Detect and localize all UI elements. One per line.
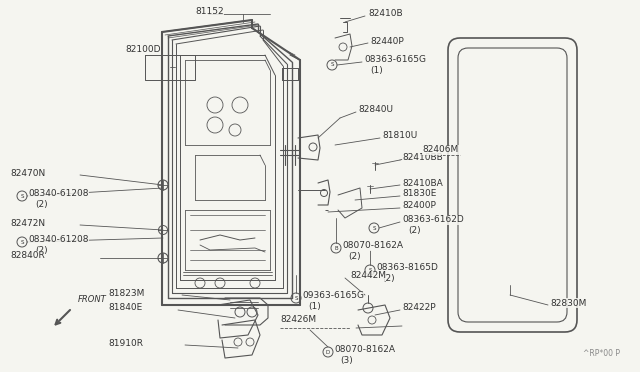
Text: 08340-61208: 08340-61208 <box>28 189 88 199</box>
Text: 08070-8162A: 08070-8162A <box>342 241 403 250</box>
Text: 81823M: 81823M <box>108 289 145 298</box>
Text: 82410BB: 82410BB <box>402 154 443 163</box>
Text: 81810U: 81810U <box>382 131 417 141</box>
Text: 82830M: 82830M <box>550 298 586 308</box>
Text: 08363-6162D: 08363-6162D <box>402 215 464 224</box>
Text: 82426M: 82426M <box>280 315 316 324</box>
Text: 82400P: 82400P <box>402 202 436 211</box>
Text: 81830E: 81830E <box>402 189 436 199</box>
Text: 08070-8162A: 08070-8162A <box>334 346 395 355</box>
Text: (3): (3) <box>340 356 353 365</box>
Text: B: B <box>334 246 338 250</box>
Text: 82406M: 82406M <box>422 145 458 154</box>
Text: 82442M: 82442M <box>350 272 386 280</box>
Text: (2): (2) <box>348 251 360 260</box>
Text: 08363-6165G: 08363-6165G <box>364 55 426 64</box>
Text: 08340-61208: 08340-61208 <box>28 235 88 244</box>
Text: D: D <box>326 350 330 355</box>
Text: 81910R: 81910R <box>108 339 143 347</box>
Text: 82840U: 82840U <box>358 106 393 115</box>
Text: 82410BA: 82410BA <box>402 179 443 187</box>
Text: (2): (2) <box>382 273 395 282</box>
Text: 82410B: 82410B <box>368 10 403 19</box>
Text: (2): (2) <box>408 225 420 234</box>
Text: 82470N: 82470N <box>10 169 45 177</box>
Text: S: S <box>20 193 24 199</box>
Text: 82472N: 82472N <box>10 218 45 228</box>
Text: S: S <box>330 62 333 67</box>
Text: (2): (2) <box>35 246 47 254</box>
Text: S: S <box>368 267 372 273</box>
Text: ^RP*00 P: ^RP*00 P <box>583 349 620 358</box>
Text: 82422P: 82422P <box>402 304 436 312</box>
Text: 08363-8165D: 08363-8165D <box>376 263 438 273</box>
Text: S: S <box>20 240 24 244</box>
Text: 81840E: 81840E <box>108 304 142 312</box>
Text: (1): (1) <box>308 301 321 311</box>
Text: 82840R: 82840R <box>10 251 45 260</box>
Text: (1): (1) <box>370 65 383 74</box>
Text: 82440P: 82440P <box>370 36 404 45</box>
Text: S: S <box>372 225 376 231</box>
Text: 82100D: 82100D <box>125 45 161 55</box>
Text: (2): (2) <box>35 199 47 208</box>
Text: S: S <box>294 295 298 301</box>
Text: FRONT: FRONT <box>78 295 107 305</box>
Text: 09363-6165G: 09363-6165G <box>302 292 364 301</box>
Text: 81152: 81152 <box>195 7 223 16</box>
